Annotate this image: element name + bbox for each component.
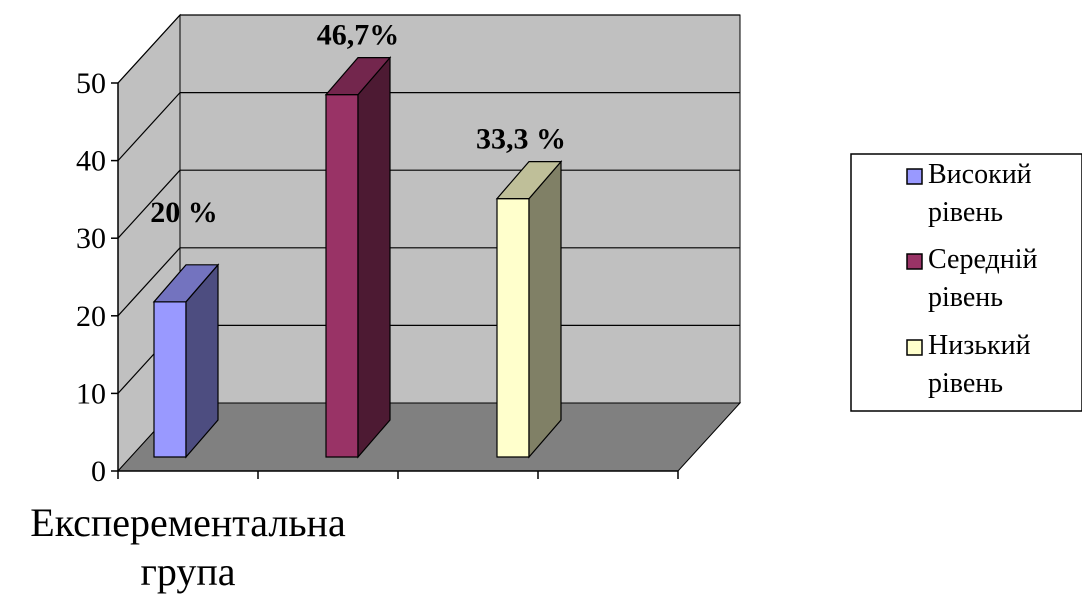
legend-box — [850, 153, 1082, 412]
x-category-label-line2: група — [140, 549, 235, 594]
bar-2 — [324, 55, 392, 459]
legend-label-1: Високий — [928, 159, 1032, 190]
y-tick-label: 20 — [76, 300, 106, 333]
legend: Високий рівень Середній рівень Низький рівень — [850, 153, 1082, 412]
x-category-label-line1: Експерементальна — [30, 500, 346, 545]
legend-swatch-1 — [906, 168, 923, 185]
data-label-2: 46,7% — [317, 19, 400, 52]
bar-top — [324, 57, 392, 96]
legend-label-3: Низький — [928, 330, 1031, 361]
bar-side — [528, 159, 562, 459]
y-tick-label: 50 — [76, 67, 106, 100]
bar-top — [495, 160, 563, 200]
bar-front — [153, 301, 187, 458]
legend-label-1: рівень — [928, 197, 1003, 228]
legend-swatch-2 — [906, 253, 923, 270]
y-axis: 0 10 20 30 40 50 — [76, 67, 119, 488]
gridlines — [117, 14, 740, 394]
y-tick-label: 10 — [76, 377, 106, 410]
gridline-diagonal — [117, 169, 181, 239]
data-label-1: 20 % — [150, 196, 218, 229]
x-axis — [117, 470, 679, 479]
legend-label-2: рівень — [928, 282, 1003, 313]
y-tick-label: 30 — [76, 222, 106, 255]
legend-label-2: Середній — [928, 244, 1038, 275]
y-tick-label: 40 — [76, 145, 106, 178]
y-tick-label: 0 — [91, 455, 106, 488]
data-labels: 20 % 46,7% 33,3 % — [150, 19, 566, 229]
legend-swatch-3 — [906, 339, 923, 356]
data-label-3: 33,3 % — [476, 123, 566, 156]
bar-front — [325, 94, 359, 458]
back-wall — [179, 14, 741, 404]
bar-top — [152, 264, 220, 303]
bar-front — [496, 197, 530, 458]
bar-1 — [152, 263, 220, 459]
legend-label-3: рівень — [928, 368, 1003, 399]
gridline-diagonal — [117, 92, 181, 162]
bar-side — [357, 55, 391, 459]
bar-3 — [495, 159, 563, 459]
bars — [152, 55, 563, 459]
gridline-diagonal — [117, 247, 181, 317]
gridline-diagonal — [117, 14, 181, 84]
